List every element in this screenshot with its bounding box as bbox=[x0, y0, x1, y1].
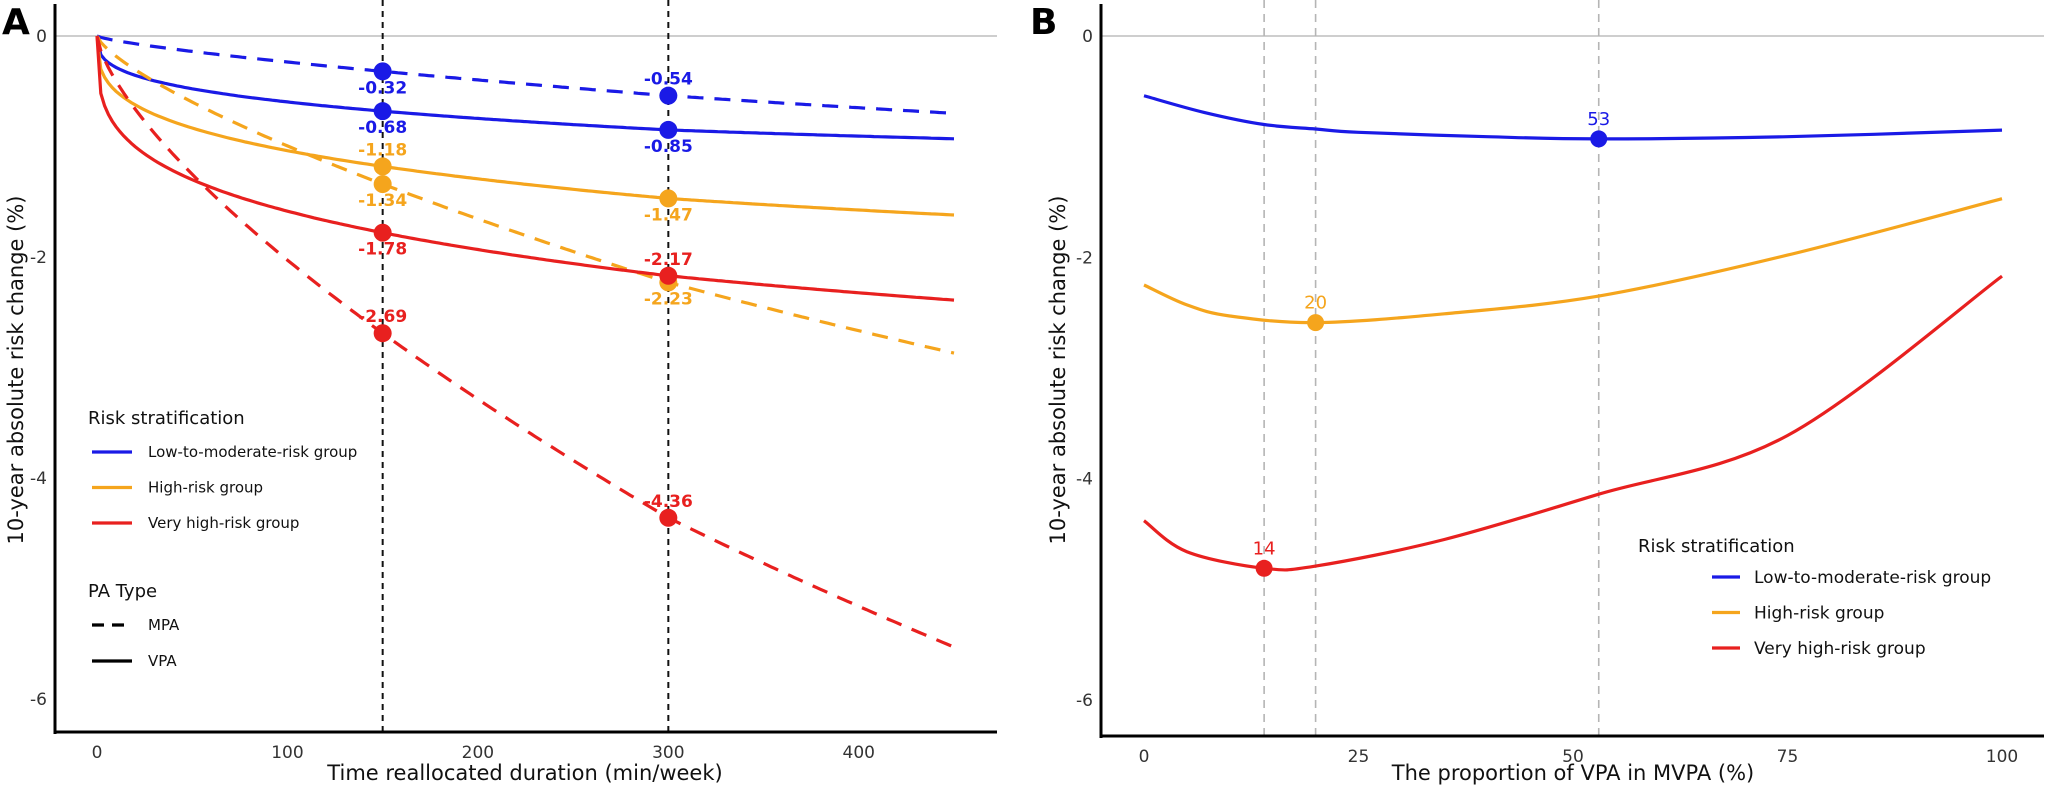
series-line-very bbox=[1143, 274, 2003, 572]
panel-label-a: A bbox=[2, 2, 30, 43]
y-tick-label: -2 bbox=[1076, 248, 1093, 268]
panel-a: 0 100 200 300 400 0 -2 -4 -6 Time reallocated dur… bbox=[4, 0, 997, 785]
data-label: -1.18 bbox=[358, 140, 407, 160]
data-point bbox=[373, 324, 392, 343]
data-point bbox=[659, 266, 678, 285]
legend-linetype-entry: VPA bbox=[148, 652, 177, 670]
optimum-label: 14 bbox=[1253, 538, 1276, 559]
y-tick-label: 0 bbox=[36, 27, 47, 47]
data-point bbox=[659, 508, 678, 527]
data-label: -1.34 bbox=[358, 191, 407, 211]
series-line-mpa-high-risk bbox=[95, 35, 955, 355]
x-tick-label: 200 bbox=[462, 743, 494, 763]
y-axis-title: 10-year absolute risk change (%) bbox=[1046, 196, 1070, 545]
series-line-high-risk bbox=[1143, 197, 2003, 325]
series-line-vpa-high-risk bbox=[95, 35, 955, 217]
data-point bbox=[373, 157, 392, 176]
series-line-mpa-low-to-moderate-risk bbox=[96, 34, 955, 115]
data-label: -1.78 bbox=[358, 240, 407, 260]
data-label: -0.32 bbox=[358, 78, 407, 98]
optimum-label: 20 bbox=[1304, 293, 1327, 314]
panel-b: 0 25 50 75 100 0 -2 -4 -6 The proportion of VPA i… bbox=[1046, 0, 2044, 785]
legend-linetype-title: PA Type bbox=[88, 581, 157, 602]
x-tick-label: 25 bbox=[1348, 747, 1370, 767]
y-tick-label: -4 bbox=[30, 469, 47, 489]
legend-entry: Low-to-moderate-risk group bbox=[148, 443, 357, 461]
data-point bbox=[373, 223, 392, 242]
x-axis-title: The proportion of VPA in MVPA (%) bbox=[1391, 761, 1754, 785]
data-label: -4.36 bbox=[644, 492, 693, 512]
series-line-low-to-moderate-risk bbox=[1143, 94, 2003, 141]
data-label: -2.69 bbox=[358, 307, 407, 327]
y-tick-label: -4 bbox=[1076, 470, 1093, 490]
x-tick-label: 0 bbox=[92, 743, 103, 763]
legend-entry: Very high-risk group bbox=[1754, 639, 1926, 659]
panel-label-b: B bbox=[1030, 2, 1057, 43]
legend-title: Risk stratification bbox=[88, 408, 245, 429]
data-label: -0.54 bbox=[644, 70, 693, 90]
x-tick-label: 300 bbox=[652, 743, 684, 763]
series-line-vpa-very bbox=[95, 35, 955, 302]
optimum-point bbox=[1590, 130, 1608, 148]
legend-title: Risk stratification bbox=[1638, 536, 1795, 557]
y-tick-label: -2 bbox=[30, 248, 47, 268]
optimum-point bbox=[1307, 314, 1325, 332]
data-point bbox=[373, 175, 392, 194]
optimum-point bbox=[1255, 559, 1273, 577]
x-tick-label: 50 bbox=[1562, 747, 1584, 767]
y-tick-label: -6 bbox=[30, 690, 47, 710]
data-point bbox=[373, 62, 392, 81]
optimum-label: 53 bbox=[1587, 109, 1610, 130]
data-point bbox=[659, 86, 678, 105]
y-tick-label: 0 bbox=[1082, 27, 1093, 47]
y-tick-label: -6 bbox=[1076, 691, 1093, 711]
legend-entry: Very high-risk group bbox=[148, 514, 299, 532]
series-line-mpa-very bbox=[95, 35, 955, 649]
x-tick-label: 400 bbox=[843, 743, 875, 763]
legend-entry: High-risk group bbox=[148, 479, 263, 497]
data-label: -0.85 bbox=[644, 137, 693, 157]
data-point bbox=[659, 189, 678, 208]
x-tick-label: 75 bbox=[1777, 747, 1799, 767]
x-tick-label: 0 bbox=[1139, 747, 1150, 767]
data-label: -2.17 bbox=[644, 250, 693, 270]
series-line-vpa-low-to-moderate-risk bbox=[95, 35, 955, 141]
data-label: -2.23 bbox=[644, 289, 693, 309]
y-axis-title: 10-year absolute risk change (%) bbox=[4, 196, 28, 545]
legend-linetype-entry: MPA bbox=[148, 616, 180, 634]
legend-entry: Low-to-moderate-risk group bbox=[1754, 568, 1991, 588]
x-tick-label: 100 bbox=[271, 743, 303, 763]
data-point bbox=[659, 120, 678, 139]
x-axis-title: Time reallocated duration (min/week) bbox=[326, 761, 722, 785]
legend-entry: High-risk group bbox=[1754, 604, 1884, 624]
data-label: -0.68 bbox=[358, 118, 407, 138]
data-label: -1.47 bbox=[644, 205, 693, 225]
x-tick-label: 100 bbox=[1986, 747, 2018, 767]
data-point bbox=[373, 102, 392, 121]
